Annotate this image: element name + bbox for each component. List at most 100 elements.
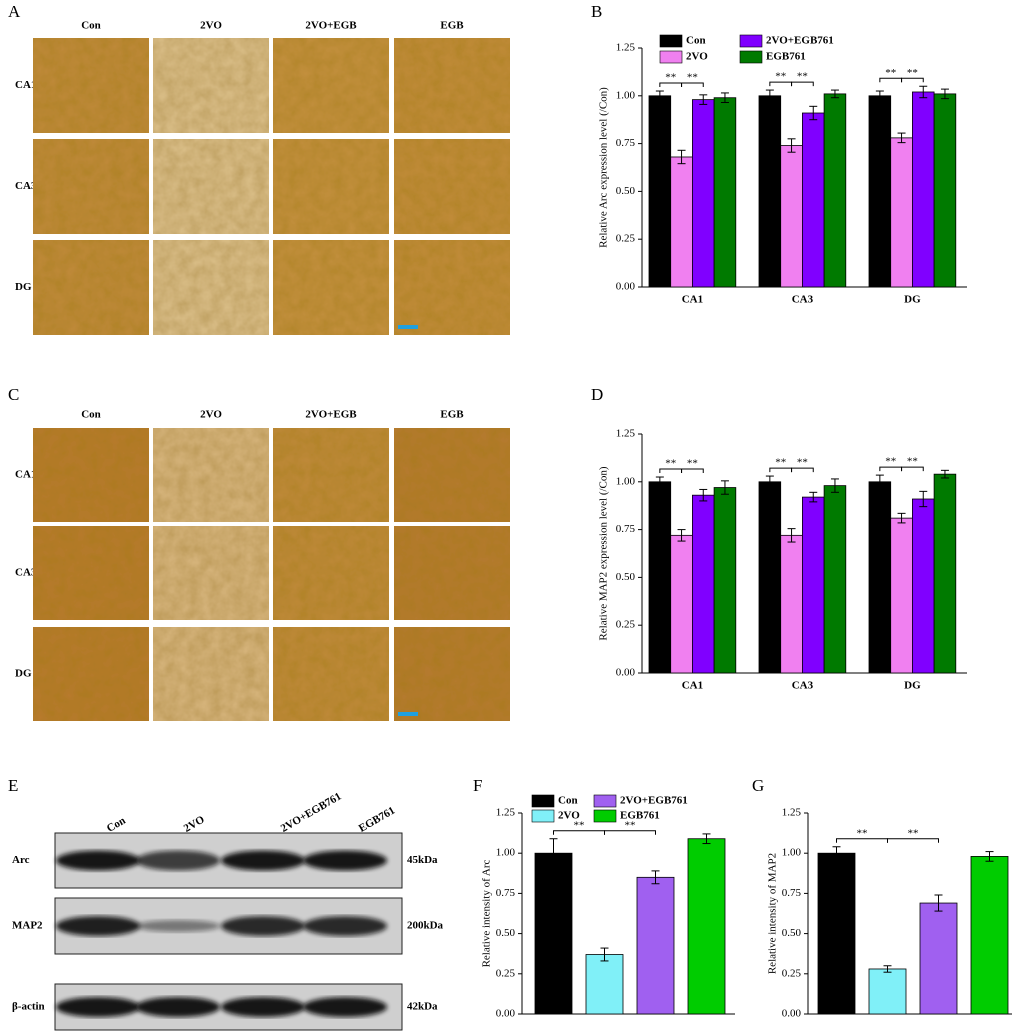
y-tick-label: 0.00	[782, 1008, 802, 1020]
panel-letter: G	[752, 776, 764, 795]
significance-label: **	[885, 67, 896, 79]
column-header: Con	[81, 409, 101, 421]
significance-label: **	[775, 457, 786, 469]
significance-bracket	[879, 466, 903, 472]
bar	[868, 968, 907, 1015]
panel-letter: E	[8, 776, 18, 795]
bar	[933, 93, 957, 288]
micrograph	[153, 240, 269, 335]
panel-letter: B	[591, 2, 602, 21]
error-bar	[765, 475, 774, 489]
y-tick-label: 1.25	[616, 42, 636, 54]
error-bar	[832, 846, 841, 861]
significance-label: **	[857, 827, 868, 839]
error-bar	[787, 528, 796, 543]
bar	[890, 517, 913, 674]
error-bar	[699, 488, 708, 502]
blot-band	[221, 850, 305, 871]
error-bar	[655, 476, 664, 488]
micrograph	[273, 428, 389, 522]
column-header: 2VO	[200, 20, 222, 32]
legend-label: 2VO+EGB761	[766, 35, 834, 47]
significance-label: **	[574, 819, 585, 831]
legend-label: 2VO	[686, 51, 708, 63]
row-label: β-actin	[12, 1001, 45, 1013]
bar	[692, 494, 715, 674]
lane-label: 2VO	[182, 813, 207, 835]
row-label: CA1	[15, 79, 36, 91]
significance-bracket	[681, 82, 704, 88]
significance-bracket	[553, 830, 605, 835]
bar	[933, 473, 957, 674]
significance-bracket	[901, 77, 924, 83]
bar	[713, 487, 737, 674]
error-bar	[940, 88, 949, 100]
significance-label: **	[907, 67, 918, 79]
blot-band	[221, 997, 305, 1017]
bar	[713, 97, 737, 288]
error-bar	[875, 474, 884, 489]
x-tick-label: DG	[904, 294, 921, 306]
x-tick-label: DG	[904, 680, 921, 692]
significance-label: **	[775, 71, 786, 83]
error-bar	[830, 478, 839, 493]
significance-bracket	[901, 466, 924, 472]
row-label: CA1	[15, 469, 36, 481]
error-bar	[765, 89, 774, 103]
micrograph	[153, 428, 269, 522]
bar	[585, 954, 624, 1015]
legend-swatch	[739, 50, 763, 64]
significance-bracket	[879, 77, 903, 83]
error-bar	[677, 149, 686, 165]
micrograph	[394, 139, 510, 234]
y-tick-label: 1.25	[616, 428, 636, 440]
column-header: EGB	[440, 20, 464, 32]
significance-label: **	[797, 457, 808, 469]
lane-label: EGB761	[357, 805, 397, 835]
blot-band	[303, 850, 387, 871]
blot-band	[136, 850, 220, 871]
y-tick-label: 0.75	[782, 887, 802, 899]
error-bar	[809, 105, 818, 121]
lane-label: 2VO+EGB761	[279, 791, 344, 835]
micrograph	[33, 240, 149, 335]
micrograph	[33, 627, 149, 721]
micrograph	[394, 428, 510, 522]
error-bar	[677, 529, 686, 542]
error-bar	[919, 85, 928, 99]
legend-swatch	[531, 809, 555, 823]
bar	[534, 852, 573, 1015]
y-tick-label: 0.25	[616, 619, 636, 631]
y-tick-label: 0.50	[616, 185, 636, 197]
significance-label: **	[907, 456, 918, 468]
blot-band	[56, 997, 140, 1017]
bar	[670, 534, 693, 674]
significance-bracket	[659, 468, 683, 474]
y-tick-label: 1.25	[496, 807, 516, 819]
significance-bracket	[659, 82, 683, 88]
x-tick-label: CA1	[682, 680, 703, 692]
micrograph	[153, 627, 269, 721]
blot-band	[136, 920, 220, 932]
y-axis-label: Relative MAP2 expression level (/Con)	[598, 466, 610, 640]
x-tick-label: CA3	[792, 680, 814, 692]
bar	[919, 902, 958, 1015]
legend-label: Con	[558, 795, 578, 807]
micrograph	[153, 526, 269, 620]
bar	[868, 95, 892, 288]
column-header: 2VO+EGB	[305, 409, 357, 421]
column-header: 2VO	[200, 409, 222, 421]
error-bar	[919, 490, 928, 508]
bar	[780, 534, 803, 674]
error-bar	[940, 469, 949, 479]
error-bar	[985, 851, 994, 862]
bar	[912, 91, 935, 288]
micrograph	[394, 38, 510, 133]
bar	[780, 145, 803, 288]
micrograph	[394, 627, 510, 721]
lane-label: Con	[105, 815, 128, 835]
significance-label: **	[908, 827, 919, 839]
bar	[670, 156, 693, 288]
y-tick-label: 1.00	[616, 89, 636, 101]
bar	[758, 481, 782, 674]
